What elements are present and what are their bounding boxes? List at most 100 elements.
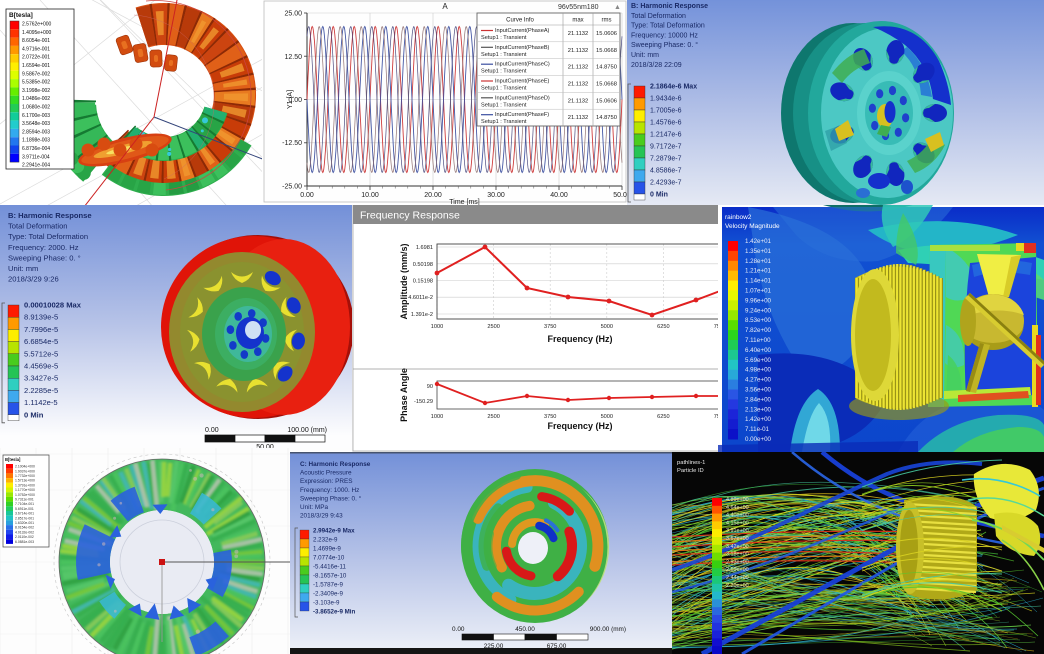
svg-text:3.56e+00: 3.56e+00 [745,387,772,394]
svg-text:90: 90 [427,384,433,390]
svg-text:rainbow2: rainbow2 [725,214,752,221]
svg-text:1.28e+01: 1.28e+01 [745,258,772,265]
svg-text:3.1998e-002: 3.1998e-002 [22,88,50,94]
svg-text:-3.8652e-9 Min: -3.8652e-9 Min [313,609,356,616]
svg-text:6250: 6250 [657,414,669,420]
svg-text:1.0680e-002: 1.0680e-002 [22,105,50,111]
svg-text:10.00: 10.00 [361,192,379,199]
svg-text:Frequency (Hz): Frequency (Hz) [547,421,612,431]
svg-text:Setup1 : Transient: Setup1 : Transient [481,69,527,75]
svg-text:Type: Total Deformation: Type: Total Deformation [631,23,705,30]
svg-text:20.00: 20.00 [424,192,442,199]
svg-text:2.8517e-001: 2.8517e-001 [15,516,34,520]
svg-text:100.00 (mm): 100.00 (mm) [287,427,327,434]
svg-text:7.7104e-001: 7.7104e-001 [15,502,34,506]
svg-text:1.7732e+000: 1.7732e+000 [15,474,35,478]
svg-text:6250: 6250 [657,324,669,330]
svg-text:5.69e+00: 5.69e+00 [745,357,772,364]
svg-text:2.4293e-7: 2.4293e-7 [650,180,682,187]
svg-text:21.1132: 21.1132 [568,48,589,54]
svg-text:Frequency: 2000. Hz: Frequency: 2000. Hz [8,243,79,252]
svg-text:2.93e+00: 2.93e+00 [726,559,749,565]
svg-text:5000: 5000 [601,324,613,330]
svg-text:InputCurrent(PhaseA): InputCurrent(PhaseA) [495,28,550,34]
svg-text:-150.29: -150.29 [414,399,433,405]
svg-text:1.21e+01: 1.21e+01 [745,268,772,275]
svg-text:InputCurrent(PhaseE): InputCurrent(PhaseE) [495,79,550,85]
svg-text:InputCurrent(PhaseC): InputCurrent(PhaseC) [495,62,550,68]
svg-text:1.5713e+000: 1.5713e+000 [15,479,35,483]
svg-text:21.1132: 21.1132 [568,115,589,121]
svg-text:7.11e+00: 7.11e+00 [745,337,771,344]
svg-text:3.18e+00: 3.18e+00 [726,552,749,558]
svg-text:1.6320e-001: 1.6320e-001 [15,521,34,525]
svg-text:9.96e+00: 9.96e+00 [745,297,772,304]
svg-text:2.1004e+000: 2.1004e+000 [15,465,35,469]
svg-text:1.4699e-9: 1.4699e-9 [313,546,341,553]
svg-text:7.0774e-10: 7.0774e-10 [313,555,345,562]
svg-text:2.44e+00: 2.44e+00 [726,575,749,581]
svg-text:2018/3/28 22:09: 2018/3/28 22:09 [631,62,682,69]
svg-text:-25.00: -25.00 [282,184,302,191]
svg-text:Expression: PRES: Expression: PRES [300,478,353,485]
svg-text:6.1700e-003: 6.1700e-003 [22,113,50,119]
svg-text:8.9139e-5: 8.9139e-5 [24,313,58,322]
svg-text:1.7005e-6: 1.7005e-6 [650,108,682,115]
svg-text:2.2285e-5: 2.2285e-5 [24,386,58,395]
svg-text:1.35e+01: 1.35e+01 [745,248,772,255]
svg-text:2.0110e-002: 2.0110e-002 [15,535,34,539]
svg-text:2500: 2500 [487,414,499,420]
svg-text:0.00: 0.00 [452,626,465,633]
svg-text:40.00: 40.00 [550,192,568,199]
svg-text:2.69e+00: 2.69e+00 [726,567,749,573]
svg-text:5000: 5000 [601,414,613,420]
svg-text:4.27e+00: 4.27e+00 [745,377,772,384]
svg-text:1.6594e-001: 1.6594e-001 [22,63,50,69]
svg-text:Unit: mm: Unit: mm [631,52,659,59]
svg-text:0.00e+00: 0.00e+00 [745,436,772,443]
svg-text:Sweeping Phase: 0. °: Sweeping Phase: 0. ° [300,494,362,502]
svg-text:14.8750: 14.8750 [596,115,617,121]
svg-text:1.9037e+000: 1.9037e+000 [15,469,35,473]
svg-text:15.0668: 15.0668 [596,48,617,54]
svg-text:4.6011e-2: 4.6011e-2 [408,295,433,301]
svg-text:InputCurrent(PhaseB): InputCurrent(PhaseB) [495,45,550,51]
svg-text:4.40e+00: 4.40e+00 [726,513,749,519]
svg-text:Setup1 : Transient: Setup1 : Transient [481,86,527,92]
svg-text:0 Min: 0 Min [650,192,668,199]
svg-text:4.64e+00: 4.64e+00 [726,505,749,511]
svg-text:Total Deformation: Total Deformation [631,13,686,20]
svg-text:InputCurrent(PhaseD): InputCurrent(PhaseD) [495,95,550,101]
svg-text:1.9434e-6: 1.9434e-6 [650,96,682,103]
svg-text:Frequency (Hz): Frequency (Hz) [547,334,612,344]
svg-text:900.00 (mm): 900.00 (mm) [590,626,626,633]
svg-text:1000: 1000 [431,414,443,420]
svg-text:Curve Info: Curve Info [506,18,534,24]
svg-text:2.1864e-6 Max: 2.1864e-6 Max [650,84,697,91]
svg-text:1.4576e-6: 1.4576e-6 [650,120,682,127]
svg-text:7.11e-01: 7.11e-01 [745,426,770,433]
svg-text:Frequency: 1000. Hz: Frequency: 1000. Hz [300,487,359,494]
svg-text:Unit: mm: Unit: mm [8,264,38,273]
svg-text:1.0486e-002: 1.0486e-002 [22,96,50,102]
svg-text:Acoustic Pressure: Acoustic Pressure [300,470,352,477]
svg-text:Setup1 : Transient: Setup1 : Transient [481,119,527,125]
svg-text:6.0881e-003: 6.0881e-003 [15,540,34,544]
svg-text:5.5712e-5: 5.5712e-5 [24,349,58,358]
svg-text:50.00: 50.00 [256,444,274,451]
svg-text:3.9711e-004: 3.9711e-004 [22,154,50,160]
svg-text:3750: 3750 [544,414,556,420]
svg-text:7.2879e-7: 7.2879e-7 [650,156,682,163]
svg-text:1.6981: 1.6981 [416,245,433,251]
svg-text:2.232e-9: 2.232e-9 [313,537,338,544]
svg-text:0.15198: 0.15198 [413,279,433,285]
svg-text:5.6911e-001: 5.6911e-001 [15,507,34,511]
svg-text:2.2941e-004: 2.2941e-004 [22,163,50,169]
svg-text:▲: ▲ [614,4,621,11]
svg-text:30.00: 30.00 [487,192,505,199]
svg-text:0.00010028 Max: 0.00010028 Max [24,301,82,310]
svg-text:0.00: 0.00 [300,192,314,199]
svg-text:2.9942e-9 Max: 2.9942e-9 Max [313,528,355,535]
svg-text:15.0668: 15.0668 [596,82,617,88]
svg-text:1.1142e-5: 1.1142e-5 [24,398,58,407]
